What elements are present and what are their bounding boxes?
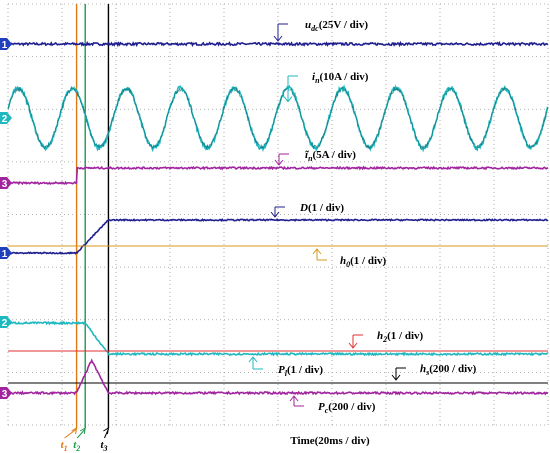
event-label-t3: t3: [100, 427, 110, 453]
event-label-text: t2: [73, 439, 80, 453]
label-i_n: in(10A / div): [283, 71, 369, 103]
channel-marker-label: 3: [2, 389, 8, 400]
event-label-t2: t2: [73, 427, 86, 453]
event-label-text: t3: [100, 439, 107, 453]
traces: [7, 40, 549, 396]
channel-marker: 2: [0, 112, 12, 125]
channel-markers: 1 2 3 1 2 3: [0, 38, 12, 400]
label-text-i_n_tilde: ĩn(5A / div): [305, 149, 356, 163]
trace-P_c: [7, 358, 549, 396]
channel-marker: 1: [0, 38, 12, 51]
label-text-P_l: Pl(1 / div): [278, 364, 323, 378]
trace-u_dc: [7, 40, 549, 48]
label-D: D(1 / div): [270, 202, 344, 218]
label-i_n_tilde: ĩn(5A / div): [274, 149, 356, 166]
channel-marker: 1: [0, 247, 12, 260]
trace-D: [7, 218, 549, 255]
label-text-h_0: h0(1 / div): [340, 255, 387, 269]
time-axis-label: Time(20ms / div): [290, 435, 370, 447]
channel-marker-label: 3: [2, 179, 8, 190]
event-markers: [75, 4, 110, 428]
label-h_2: h2(1 / div): [348, 330, 424, 349]
label-text-D: D(1 / div): [299, 202, 344, 214]
event-label-text: t1: [61, 439, 68, 453]
channel-marker: 3: [0, 387, 12, 400]
label-u_dc: udc(25V / div): [273, 19, 368, 42]
label-text-h_2: h2(1 / div): [377, 330, 424, 344]
label-text-P_c: Pc(200 / div): [318, 401, 376, 415]
trace-i_n-overlay: [7, 86, 549, 150]
channel-marker-label: 2: [2, 318, 8, 329]
channel-marker-label: 1: [2, 40, 8, 51]
channel-marker-label: 2: [2, 114, 8, 125]
label-text-i_n: in(10A / div): [312, 71, 369, 85]
trace-i_n_tilde: [7, 165, 549, 186]
label-P_l: Pl(1 / div): [248, 356, 323, 378]
label-text-h_s: hs(200 / div): [420, 363, 477, 377]
channel-marker: 2: [0, 316, 12, 329]
label-h_0: h0(1 / div): [312, 248, 387, 269]
label-P_c: Pc(200 / div): [289, 395, 376, 415]
channel-marker-label: 1: [2, 249, 8, 260]
trace-P_l: [7, 320, 549, 357]
label-h_s: hs(200 / div): [391, 363, 477, 381]
event-label-t1: t1: [61, 427, 78, 453]
channel-marker: 3: [0, 177, 12, 190]
label-text-u_dc: udc(25V / div): [305, 19, 368, 33]
trace-labels: udc(25V / div) in(10A / div) ĩn(5A / div) D…: [61, 19, 477, 453]
